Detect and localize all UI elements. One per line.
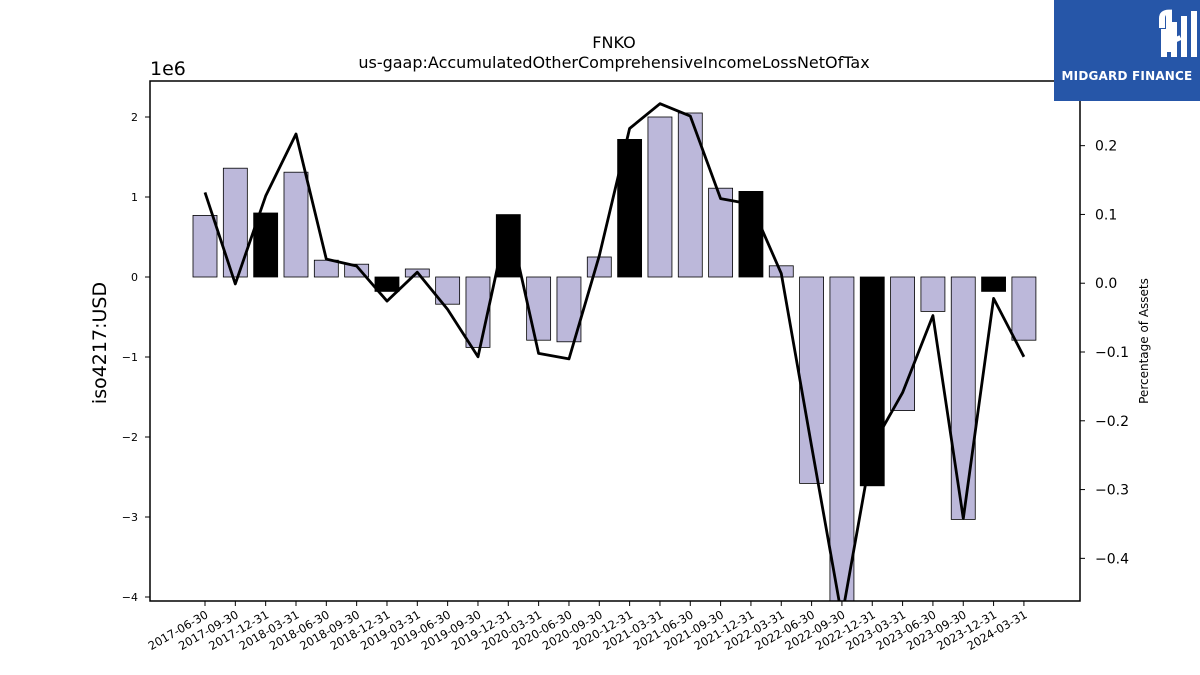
bar — [283, 171, 309, 278]
y2-tick-label: −0.1 — [1095, 345, 1129, 361]
bar — [647, 116, 673, 278]
y2-tick-label: 0.0 — [1095, 276, 1117, 292]
y2-axis-label: Percentage of Assets — [1137, 278, 1151, 404]
y2-tick-label: 0.2 — [1095, 139, 1117, 155]
y-offset-label: 1e6 — [150, 58, 186, 80]
bar — [890, 276, 915, 412]
y-tick-label: 2 — [131, 111, 138, 124]
y2-tick-label: −0.4 — [1095, 551, 1129, 567]
y-tick-label: −1 — [122, 351, 138, 364]
bar — [526, 276, 552, 341]
chart-title: FNKO — [592, 33, 635, 52]
y2-tick-label: −0.3 — [1095, 483, 1129, 499]
chart-subtitle: us-gaap:AccumulatedOtherComprehensiveInc… — [358, 53, 869, 72]
brand-logo-icon — [1159, 9, 1197, 57]
y-tick-label: −4 — [122, 591, 138, 604]
bar — [374, 276, 400, 292]
bar — [920, 276, 946, 312]
bar — [708, 187, 734, 278]
y2-tick-label: 0.1 — [1095, 207, 1117, 223]
bar — [859, 276, 885, 487]
bar — [192, 214, 218, 278]
plot-frame — [149, 80, 1081, 602]
series-line-percentage-of-assets — [203, 102, 1026, 601]
brand-logo-text: MIDGARD FINANCE — [1061, 69, 1193, 83]
y-tick-label: 1 — [131, 191, 138, 204]
y-tick-label: −3 — [122, 511, 138, 524]
bar — [465, 276, 491, 348]
y-axis-label: iso4217:USD — [89, 282, 111, 404]
bar — [950, 276, 976, 520]
bar — [829, 276, 855, 601]
left-axis-ticks: 2 1 0 −1 −2 −3 −4 — [122, 111, 150, 604]
line-group — [203, 102, 1026, 601]
brand-logo: MIDGARD FINANCE — [1054, 0, 1200, 101]
bar — [253, 212, 279, 278]
bar — [1011, 276, 1037, 341]
bar — [313, 259, 339, 278]
y2-tick-label: −0.2 — [1095, 414, 1129, 430]
y-tick-label: −2 — [122, 431, 138, 444]
bar — [981, 276, 1006, 292]
x-axis-ticks: 2017-06-302017-09-302017-12-312018-03-31… — [146, 601, 1029, 653]
y-tick-label: 0 — [131, 271, 138, 284]
right-axis-ticks: 0.2 0.1 0.0 −0.1 −0.2 −0.3 −0.4 — [1080, 139, 1129, 567]
bar — [495, 214, 521, 278]
